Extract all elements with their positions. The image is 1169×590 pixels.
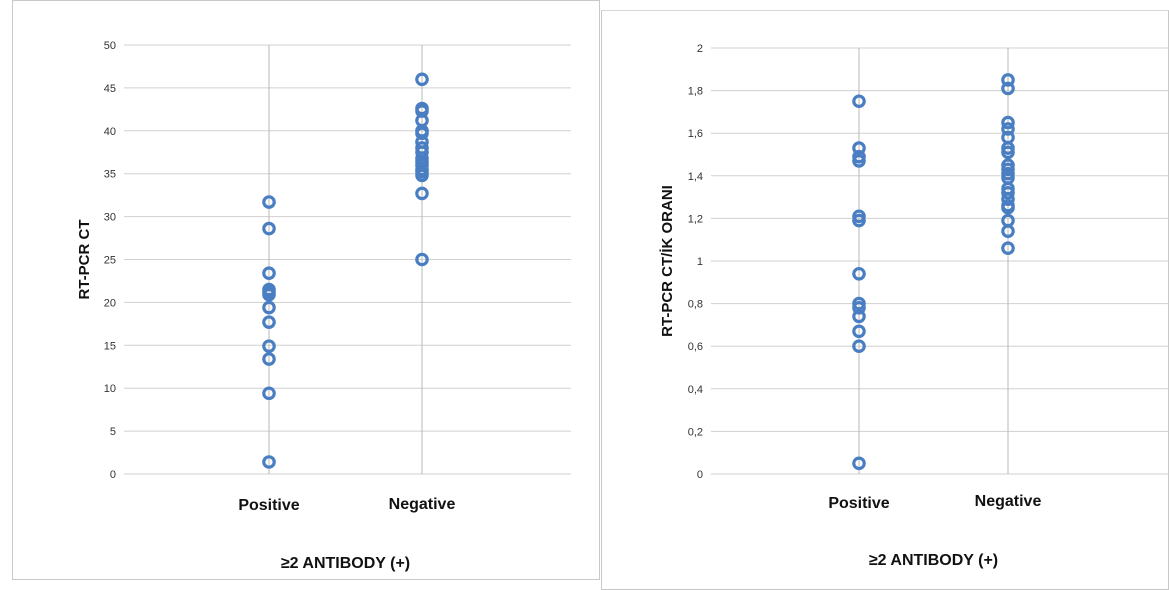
x-category-label: Negative — [389, 496, 456, 513]
data-point — [262, 339, 276, 353]
data-point — [415, 72, 429, 87]
y-tick-label: 0,4 — [688, 384, 703, 396]
data-point — [1001, 200, 1015, 215]
data-point — [262, 266, 276, 281]
chart-ratio-svg: 0 0,2 0,4 0,6 0,8 1 1,2 1,4 1,6 1,8 2 Positive Negat… — [659, 43, 1168, 569]
y-tick-label: 1,2 — [688, 213, 703, 225]
y-tick-label: 10 — [104, 383, 116, 395]
y-tick-label: 1 — [697, 256, 703, 268]
y-tick-label: 20 — [104, 297, 116, 309]
x-category-label: Positive — [238, 497, 299, 514]
data-point — [262, 386, 276, 401]
data-point — [1001, 186, 1015, 200]
y-tick-label: 15 — [104, 340, 116, 352]
y-tick-label: 35 — [104, 169, 116, 181]
data-point — [852, 324, 866, 339]
y-axis-title: RT-PCR CT — [76, 220, 93, 300]
chart-panel-ct: 0 5 10 15 20 25 30 35 40 45 50 Positive Negative RT-P… — [12, 0, 600, 580]
y-tick-label: 40 — [104, 126, 116, 138]
data-point — [1001, 73, 1015, 87]
y-tick-label: 0,8 — [688, 299, 703, 311]
chart-panel-ratio: 0 0,2 0,4 0,6 0,8 1 1,2 1,4 1,6 1,8 2 Positive Negat… — [601, 10, 1169, 590]
data-point — [262, 287, 276, 302]
data-point — [415, 186, 429, 201]
x-category-label: Positive — [828, 495, 889, 512]
data-point — [852, 213, 866, 228]
data-point — [852, 266, 866, 281]
y-tick-label: 1,4 — [688, 171, 703, 183]
data-point — [262, 221, 276, 236]
data-point — [262, 195, 276, 209]
data-point — [262, 352, 276, 366]
data-point — [852, 94, 866, 109]
y-tick-label: 25 — [104, 255, 116, 267]
x-category-label: Negative — [975, 493, 1042, 510]
data-point — [1001, 115, 1015, 130]
data-point — [262, 315, 276, 329]
data-point — [1001, 241, 1015, 256]
data-point — [415, 126, 429, 141]
y-tick-label: 30 — [104, 212, 116, 224]
data-point — [852, 301, 866, 315]
y-tick-label: 1,6 — [688, 128, 703, 140]
data-point — [262, 455, 276, 469]
data-point — [1001, 145, 1015, 160]
data-point — [852, 456, 866, 471]
y-tick-label: 50 — [104, 40, 116, 52]
y-tick-label: 0 — [110, 469, 116, 481]
y-tick-label: 45 — [104, 83, 116, 95]
data-point — [852, 309, 866, 324]
data-point — [852, 141, 866, 155]
data-point — [1001, 81, 1015, 96]
data-point — [415, 168, 429, 183]
data-point — [415, 252, 429, 267]
y-tick-label: 0,2 — [688, 426, 703, 438]
data-point — [262, 300, 276, 315]
chart-ct-svg: 0 5 10 15 20 25 30 35 40 45 50 Positive Negative RT-P… — [76, 40, 571, 572]
x-axis-title: ≥2 ANTIBODY (+) — [869, 552, 998, 569]
data-point — [1001, 224, 1015, 238]
x-axis-title: ≥2 ANTIBODY (+) — [281, 555, 410, 572]
y-tick-label: 0,6 — [688, 341, 703, 353]
y-tick-label: 1,8 — [688, 86, 703, 98]
y-tick-label: 5 — [110, 426, 116, 438]
y-tick-label: 2 — [697, 43, 703, 55]
data-point — [1001, 122, 1015, 136]
y-axis-title: RT-PCR CT/İK ORANI — [659, 185, 676, 337]
data-point — [852, 154, 866, 168]
y-tick-label: 0 — [697, 469, 703, 481]
data-point — [1001, 192, 1015, 207]
data-point — [852, 339, 866, 353]
